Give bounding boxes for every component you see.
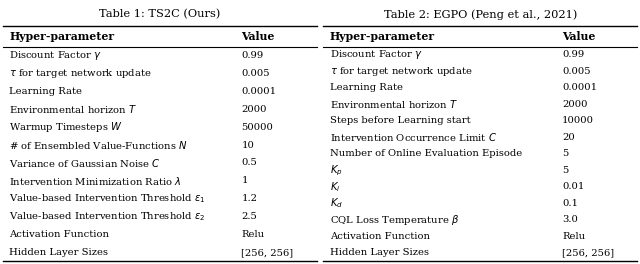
Text: Activation Function: Activation Function <box>9 230 109 239</box>
Text: 1.2: 1.2 <box>241 194 257 203</box>
Text: $\tau$ for target network update: $\tau$ for target network update <box>9 67 152 80</box>
Text: Hidden Layer Sizes: Hidden Layer Sizes <box>9 248 108 257</box>
Text: Value-based Intervention Threshold $\varepsilon_1$: Value-based Intervention Threshold $\var… <box>9 192 205 205</box>
Text: 0.005: 0.005 <box>562 67 591 76</box>
Text: Learning Rate: Learning Rate <box>9 87 82 96</box>
Text: Environmental horizon $T$: Environmental horizon $T$ <box>9 103 137 115</box>
Text: Environmental horizon $T$: Environmental horizon $T$ <box>330 98 458 110</box>
Text: Hyper-parameter: Hyper-parameter <box>330 31 435 42</box>
Text: Relu: Relu <box>241 230 264 239</box>
Text: Hyper-parameter: Hyper-parameter <box>9 31 114 42</box>
Text: [256, 256]: [256, 256] <box>241 248 293 257</box>
Text: CQL Loss Temperature $\beta$: CQL Loss Temperature $\beta$ <box>330 213 459 227</box>
Text: 20: 20 <box>562 133 575 142</box>
Text: [256, 256]: [256, 256] <box>562 248 614 257</box>
Text: Value: Value <box>562 31 595 42</box>
Text: 10000: 10000 <box>562 116 594 125</box>
Text: 10: 10 <box>241 140 254 149</box>
Text: Discount Factor $\gamma$: Discount Factor $\gamma$ <box>9 49 102 62</box>
Text: Discount Factor $\gamma$: Discount Factor $\gamma$ <box>330 49 422 62</box>
Text: Number of Online Evaluation Episode: Number of Online Evaluation Episode <box>330 149 522 158</box>
Text: Table 2: EGPO (Peng et al., 2021): Table 2: EGPO (Peng et al., 2021) <box>383 9 577 20</box>
Text: $\tau$ for target network update: $\tau$ for target network update <box>330 65 472 78</box>
Text: Steps before Learning start: Steps before Learning start <box>330 116 470 125</box>
Text: 2000: 2000 <box>241 105 267 114</box>
Text: 0.0001: 0.0001 <box>562 83 597 92</box>
Text: Table 1: TS2C (Ours): Table 1: TS2C (Ours) <box>99 9 220 20</box>
Text: Intervention Minimization Ratio $\lambda$: Intervention Minimization Ratio $\lambda… <box>9 175 182 187</box>
Text: $K_p$: $K_p$ <box>330 163 342 178</box>
Text: 1: 1 <box>241 176 248 185</box>
Text: Learning Rate: Learning Rate <box>330 83 403 92</box>
Text: 0.5: 0.5 <box>241 158 257 167</box>
Text: Warmup Timesteps $W$: Warmup Timesteps $W$ <box>9 120 123 134</box>
Text: 2.5: 2.5 <box>241 212 257 221</box>
Text: Intervention Occurrence Limit $C$: Intervention Occurrence Limit $C$ <box>330 131 497 143</box>
Text: 0.0001: 0.0001 <box>241 87 276 96</box>
Text: 0.1: 0.1 <box>562 199 578 208</box>
Text: Relu: Relu <box>562 232 585 241</box>
Text: Variance of Gaussian Noise $C$: Variance of Gaussian Noise $C$ <box>9 157 161 169</box>
Text: 50000: 50000 <box>241 123 273 132</box>
Text: $K_i$: $K_i$ <box>330 180 340 194</box>
Text: 0.01: 0.01 <box>562 182 584 191</box>
Text: 2000: 2000 <box>562 100 588 109</box>
Text: 0.005: 0.005 <box>241 69 270 78</box>
Text: Value-based Intervention Threshold $\varepsilon_2$: Value-based Intervention Threshold $\var… <box>9 210 205 223</box>
Text: Activation Function: Activation Function <box>330 232 429 241</box>
Text: 0.99: 0.99 <box>241 51 264 60</box>
Text: Value: Value <box>241 31 275 42</box>
Text: Hidden Layer Sizes: Hidden Layer Sizes <box>330 248 429 257</box>
Text: $K_d$: $K_d$ <box>330 197 343 210</box>
Text: 0.99: 0.99 <box>562 50 584 59</box>
Text: # of Ensembled Value-Functions $N$: # of Ensembled Value-Functions $N$ <box>9 139 188 151</box>
Text: 3.0: 3.0 <box>562 215 578 224</box>
Text: 5: 5 <box>562 166 568 175</box>
Text: 5: 5 <box>562 149 568 158</box>
